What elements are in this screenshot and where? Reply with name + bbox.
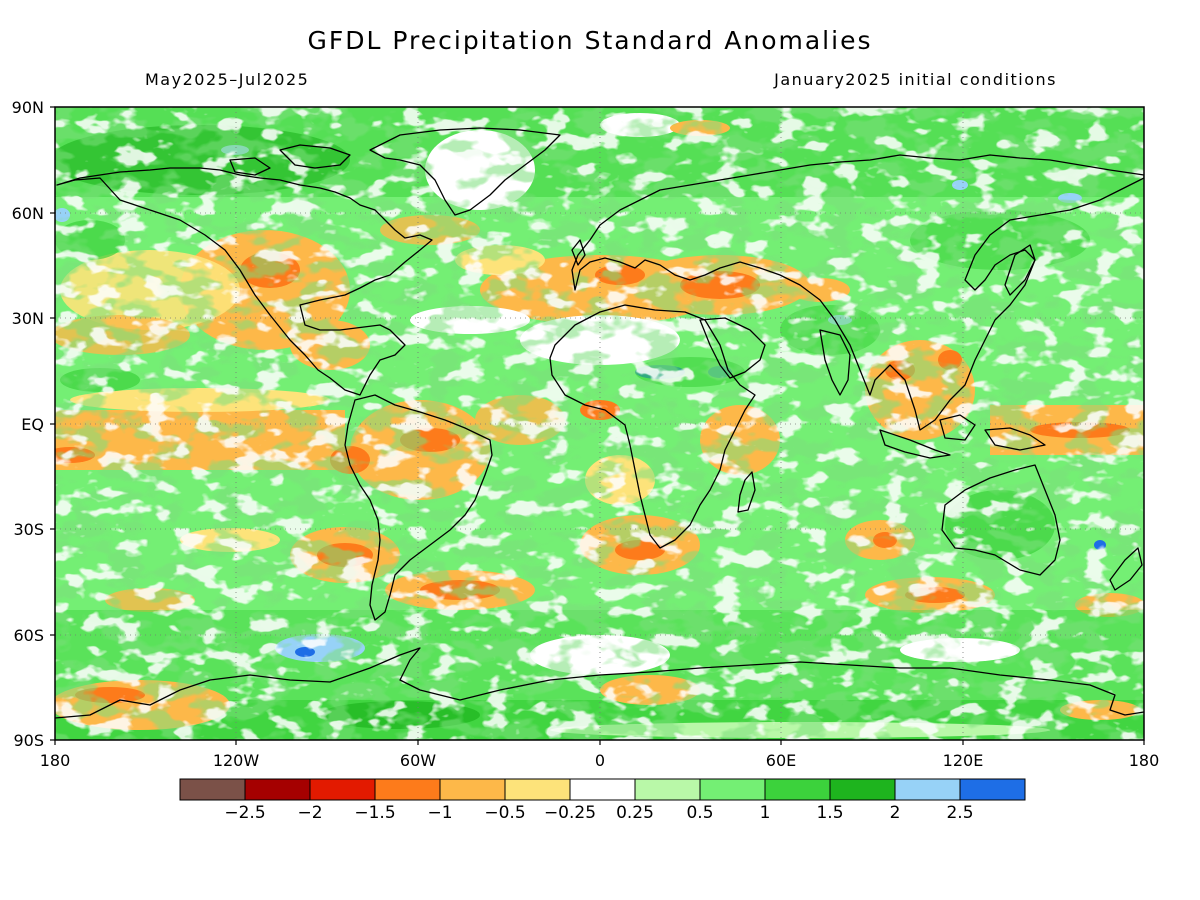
colorbar-label: 2 [890,803,901,823]
lon-label: 120W [213,751,260,770]
lon-label: 180 [40,751,71,770]
forecast-period: May2025–Jul2025 [145,70,310,89]
colorbar: −2.5 −2 −1.5 −1 −0.5 −0.25 0.25 0.5 1 1.5 2 2.5 [179,778,1026,823]
colorbar-label: 2.5 [946,803,973,823]
colorbar-swatch [894,778,961,801]
colorbar-label: −0.25 [544,803,596,823]
colorbar-swatch [634,778,701,801]
lon-label: 60E [766,751,796,770]
colorbar-label: 0.5 [686,803,713,823]
initial-conditions: January2025 initial conditions [774,70,1057,89]
coastlines [55,127,1144,719]
colorbar-swatch [504,778,571,801]
map-title: GFDL Precipitation Standard Anomalies [307,26,873,55]
colorbar-label: −2.5 [224,803,265,823]
colorbar-label: −2 [297,803,322,823]
lat-label: 90N [12,98,44,117]
colorbar-swatch [244,778,311,801]
colorbar-swatch [439,778,506,801]
colorbar-label: 1 [760,803,771,823]
colorbar-swatch [829,778,896,801]
anomaly-field [55,107,1144,740]
colorbar-swatch [764,778,831,801]
colorbar-label: −1.5 [354,803,395,823]
lon-label: 180 [1129,751,1160,770]
colorbar-swatch [374,778,441,801]
lon-label: 0 [595,751,605,770]
colorbar-swatch [569,778,636,801]
lat-label: 30N [12,309,44,328]
longitude-labels: 180 120W 60W 0 60E 120E 180 [40,751,1160,770]
colorbar-label: −1 [427,803,452,823]
colorbar-swatch [959,778,1026,801]
colorbar-label: −0.5 [484,803,525,823]
lon-label: 60W [400,751,436,770]
latitude-labels: 90N 60N 30N EQ 30S 60S 90S [12,98,44,750]
colorbar-swatch [179,778,246,801]
colorbar-swatch [309,778,376,801]
lat-label: 30S [13,520,44,539]
lat-label: EQ [21,415,44,434]
lat-label: 60S [13,626,44,645]
colorbar-label: 1.5 [816,803,843,823]
lat-label: 90S [13,731,44,750]
lon-label: 120E [943,751,984,770]
lat-label: 60N [12,204,44,223]
axis-ticks [50,106,1145,745]
colorbar-swatch [699,778,766,801]
colorbar-label: 0.25 [616,803,654,823]
